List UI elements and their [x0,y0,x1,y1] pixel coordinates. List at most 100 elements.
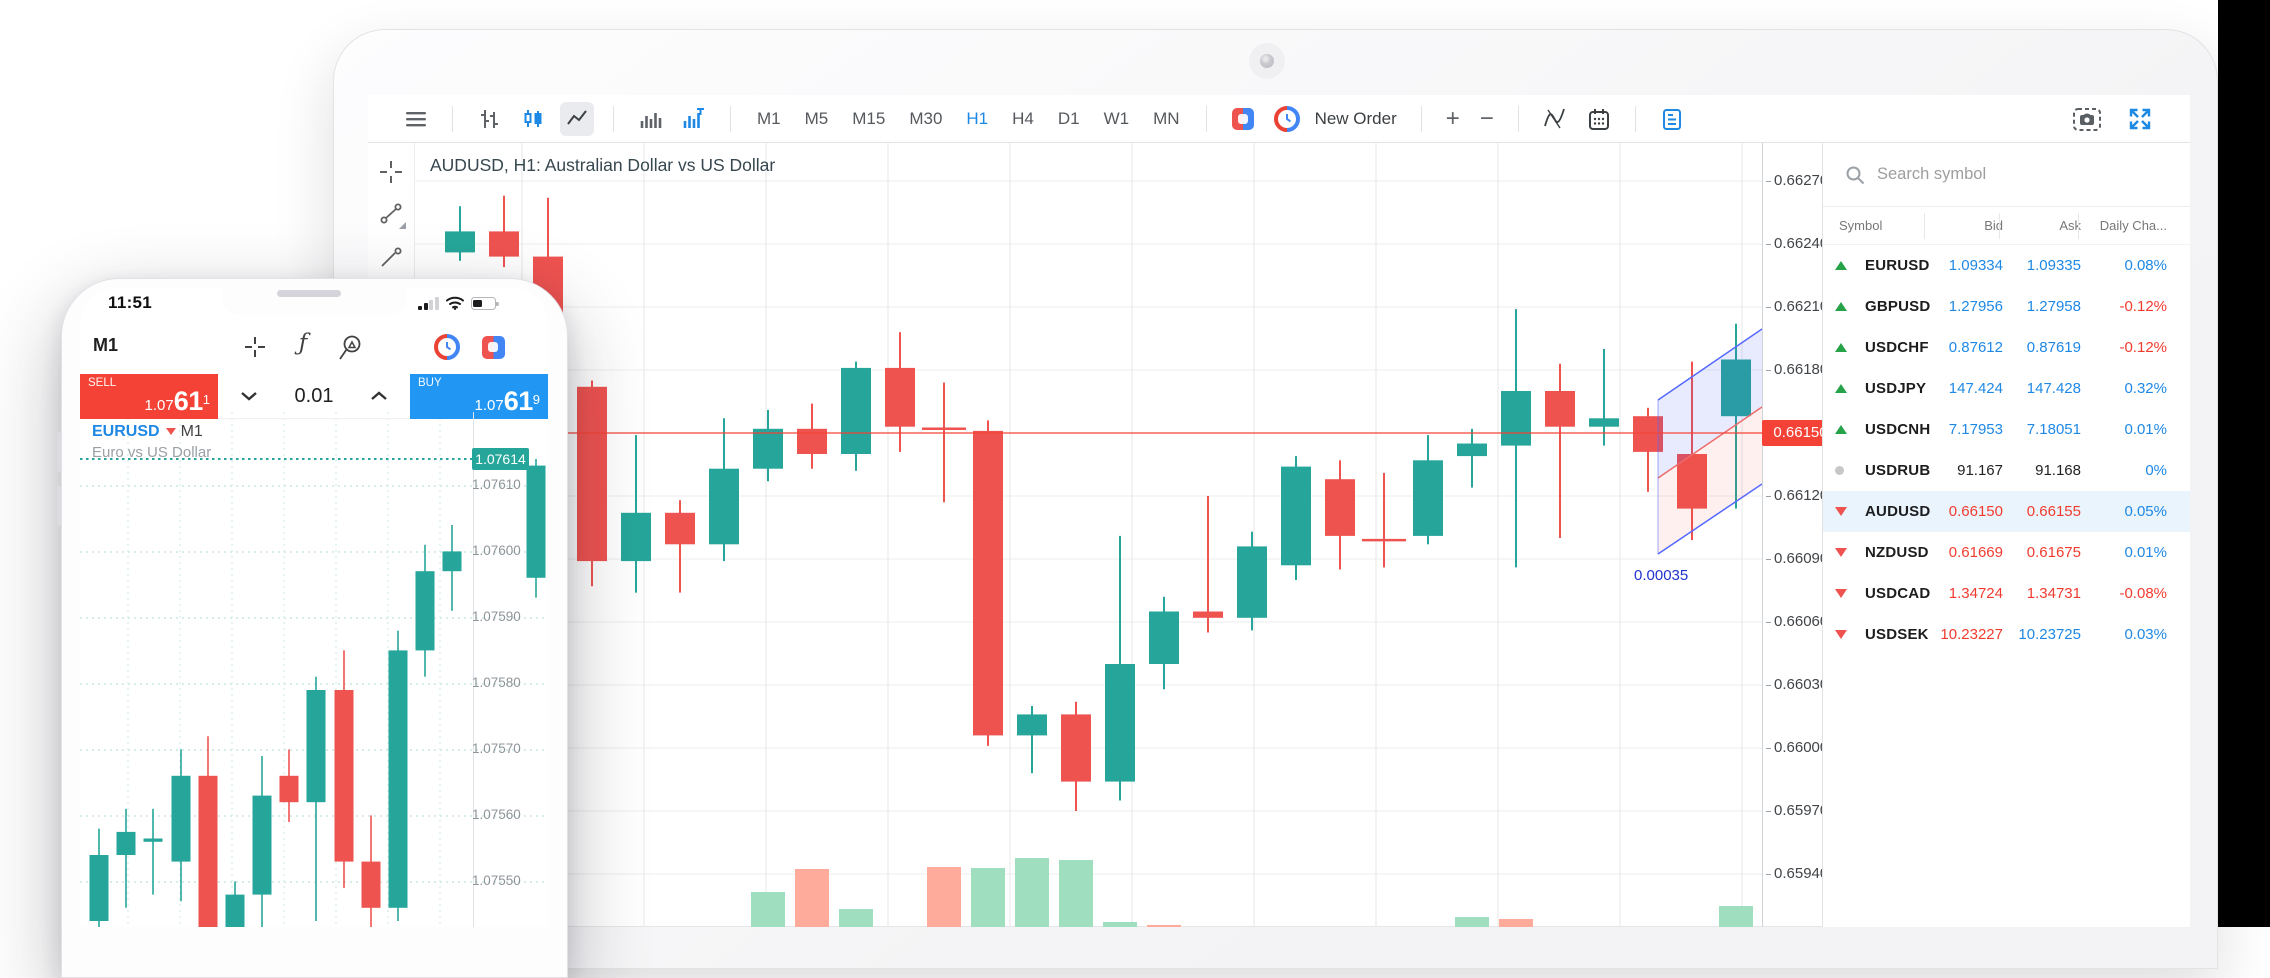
table-row-audusd[interactable]: AUDUSD 0.66150 0.66155 0.05% [1823,491,2190,532]
zoom-in-button[interactable]: + [1445,104,1460,132]
new-order-button[interactable]: New Order [1314,108,1397,128]
timeframe-h1[interactable]: H1 [966,108,989,128]
calendar-flag-icon[interactable] [1226,102,1260,136]
price-tick: 1.07580 [472,675,521,690]
price-tick: 1.07610 [472,477,521,492]
table-row-eurusd[interactable]: EURUSD 1.09334 1.09335 0.08% [1823,245,2190,286]
symbol-search[interactable] [1823,143,2190,207]
timeframe-d1[interactable]: D1 [1057,108,1080,128]
bid-cell: 1.27956 [1948,298,2003,315]
tick-volume-icon[interactable] [677,102,711,136]
table-row-nzdusd[interactable]: NZDUSD 0.61669 0.61675 0.01% [1823,532,2190,573]
sessions-clock-icon[interactable] [1270,102,1304,136]
tablet-chart-canvas[interactable]: 0.00035 [414,143,1762,927]
change-cell: -0.12% [2119,339,2167,356]
table-row-usdrub[interactable]: USDRUB 91.167 91.168 0% [1823,450,2190,491]
phone-volume-button [57,432,61,472]
timeframe-h4[interactable]: H4 [1012,108,1034,128]
table-row-gbpusd[interactable]: GBPUSD 1.27956 1.27958 -0.12% [1823,286,2190,327]
change-cell: 0.01% [2124,544,2167,561]
timeframe-m5[interactable]: M5 [804,108,829,128]
objects-icon[interactable] [335,332,365,362]
price-tick: 0.66210 [1766,298,1836,315]
volume-icon[interactable] [633,102,667,136]
toolbar-separator [613,105,614,132]
channel-tool-icon[interactable] [376,241,406,271]
table-row-usdsek[interactable]: USDSEK 10.23227 10.23725 0.03% [1823,614,2190,655]
news-document-icon[interactable] [1655,102,1689,136]
crosshair-icon[interactable] [240,332,270,362]
table-row-usdcnh[interactable]: USDCNH 7.17953 7.18051 0.01% [1823,409,2190,450]
ask-cell: 1.34731 [2026,585,2081,602]
symbol-cell: EURUSD [1865,257,1930,274]
timeframe-m1[interactable]: M1 [757,108,781,128]
timeframe-w1[interactable]: W1 [1103,108,1130,128]
line-chart-icon[interactable] [560,101,594,136]
down-triangle-icon [1835,507,1847,516]
sell-button[interactable]: SELL 1.07611 [80,374,218,419]
timeframe-label[interactable]: M1 [93,335,119,355]
timeframe-mn[interactable]: MN [1153,108,1180,128]
sessions-clock-icon[interactable] [432,332,462,362]
price-tick: 1.07600 [472,543,521,558]
bid-cell: 0.87612 [1948,339,2003,356]
function-icon[interactable]: ƒ [298,330,308,356]
column-ask[interactable]: Ask [2059,218,2081,233]
ask-cell: 0.87619 [2026,339,2081,356]
price-tick: 0.66240 [1766,235,1836,252]
timeframe-m30[interactable]: M30 [909,108,943,128]
bid-cell: 1.09334 [1948,257,2003,274]
bid-cell: 10.23227 [1940,626,2003,643]
price-tick: 0.66090 [1766,550,1836,567]
column-bid[interactable]: Bid [1984,218,2003,233]
trendline-tool-icon[interactable] [376,199,406,229]
sell-label: SELL [88,377,117,389]
symbol-cell: USDSEK [1865,626,1929,643]
volume-increase-button[interactable] [370,390,388,402]
change-cell: 0.03% [2124,626,2167,643]
timeframe-m15[interactable]: M15 [852,108,886,128]
search-icon [1846,166,1865,184]
toolbar-separator [1517,105,1519,132]
screenshot-icon[interactable] [2070,102,2104,136]
symbol-cell: AUDUSD [1865,503,1931,520]
volume-decrease-button[interactable] [240,390,258,402]
indicators-icon[interactable] [1538,102,1572,136]
menu-icon[interactable] [399,102,433,136]
symbol-cell: USDCAD [1865,585,1931,602]
ask-cell: 91.168 [2035,462,2081,479]
change-cell: 0% [2145,462,2167,479]
column-divider [2078,213,2079,239]
table-row-usdjpy[interactable]: USDJPY 147.424 147.428 0.32% [1823,368,2190,409]
tablet-camera [1260,54,1274,68]
table-row-usdchf[interactable]: USDCHF 0.87612 0.87619 -0.12% [1823,327,2190,368]
column-daily-change[interactable]: Daily Cha... [2099,218,2167,233]
bid-cell: 7.17953 [1948,421,2003,438]
calendar-icon[interactable] [1582,102,1616,136]
bid-cell: 1.34724 [1948,585,2003,602]
divider [1822,143,1823,927]
market-watch-panel: Symbol Bid Ask Daily Cha... EURUSD 1.0933… [1823,143,2190,927]
phone-chart-canvas[interactable] [80,412,548,927]
search-input[interactable] [1877,165,2127,184]
symbol-header[interactable]: EURUSD M1 [92,423,203,441]
background-edge [2218,0,2270,927]
candlestick-icon[interactable] [516,102,550,136]
column-symbol[interactable]: Symbol [1839,218,1883,233]
calendar-flag-icon[interactable] [478,332,508,362]
table-row-usdcad[interactable]: USDCAD 1.34724 1.34731 -0.08% [1823,573,2190,614]
zoom-out-button[interactable]: − [1479,104,1494,132]
ask-cell: 1.09335 [2026,257,2081,274]
price-tick: 0.66030 [1766,676,1836,693]
ohlc-bars-icon[interactable] [472,102,506,136]
column-divider [1924,213,1925,239]
buy-button[interactable]: BUY 1.07619 [410,374,548,419]
bid-cell: 0.66150 [1948,503,2003,520]
symbol-cell: GBPUSD [1865,298,1931,315]
toolbar-separator [730,105,731,132]
direction-down-icon [165,428,176,435]
ask-cell: 7.18051 [2026,421,2081,438]
fullscreen-icon[interactable] [2123,102,2157,136]
crosshair-tool-icon[interactable] [376,157,406,187]
volume-value[interactable]: 0.01 [294,384,334,407]
